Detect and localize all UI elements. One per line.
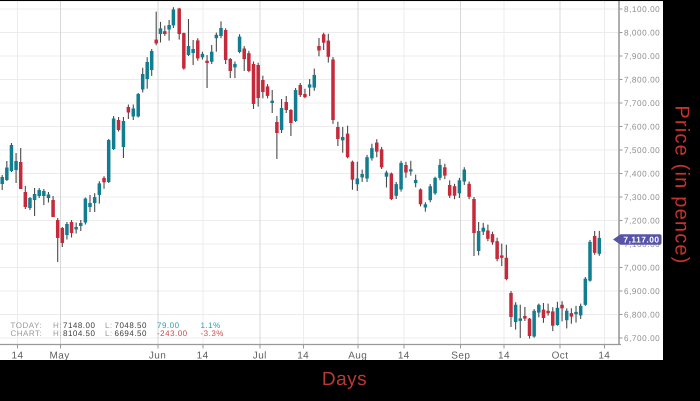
svg-text:Aug: Aug — [348, 351, 367, 362]
svg-text:8,100.00: 8,100.00 — [624, 5, 660, 14]
svg-text:7,000.00: 7,000.00 — [624, 264, 660, 273]
svg-text:Sep: Sep — [451, 351, 470, 362]
svg-text:Jun: Jun — [149, 351, 166, 362]
svg-text:7,200.00: 7,200.00 — [624, 217, 660, 226]
svg-text:Oct: Oct — [552, 351, 569, 362]
svg-text:14: 14 — [398, 351, 410, 362]
svg-text:7,500.00: 7,500.00 — [624, 146, 660, 155]
svg-text:7,400.00: 7,400.00 — [624, 170, 660, 179]
svg-text:CHART:H:8104.50L:6694.50-243.0: CHART: H:8104.50 L: 6694.50 -243.00 -3.3% — [11, 329, 224, 338]
svg-text:6,900.00: 6,900.00 — [624, 287, 660, 296]
svg-text:Days: Days — [322, 369, 367, 390]
svg-text:14: 14 — [498, 351, 510, 362]
svg-text:8,000.00: 8,000.00 — [624, 29, 660, 38]
svg-text:May: May — [50, 351, 70, 362]
svg-text:7,900.00: 7,900.00 — [624, 52, 660, 61]
svg-text:14: 14 — [12, 351, 24, 362]
svg-text:Jul: Jul — [253, 351, 267, 362]
svg-text:14: 14 — [297, 351, 309, 362]
svg-text:6,700.00: 6,700.00 — [624, 334, 660, 343]
svg-text:7,117.00: 7,117.00 — [623, 234, 659, 244]
svg-text:7,800.00: 7,800.00 — [624, 76, 660, 85]
svg-text:7,700.00: 7,700.00 — [624, 99, 660, 108]
svg-text:14: 14 — [598, 351, 610, 362]
svg-text:6,800.00: 6,800.00 — [624, 311, 660, 320]
svg-text:Price (in pence): Price (in pence) — [671, 105, 693, 264]
svg-text:7,600.00: 7,600.00 — [624, 123, 660, 132]
svg-text:14: 14 — [197, 351, 209, 362]
svg-text:7,300.00: 7,300.00 — [624, 193, 660, 202]
